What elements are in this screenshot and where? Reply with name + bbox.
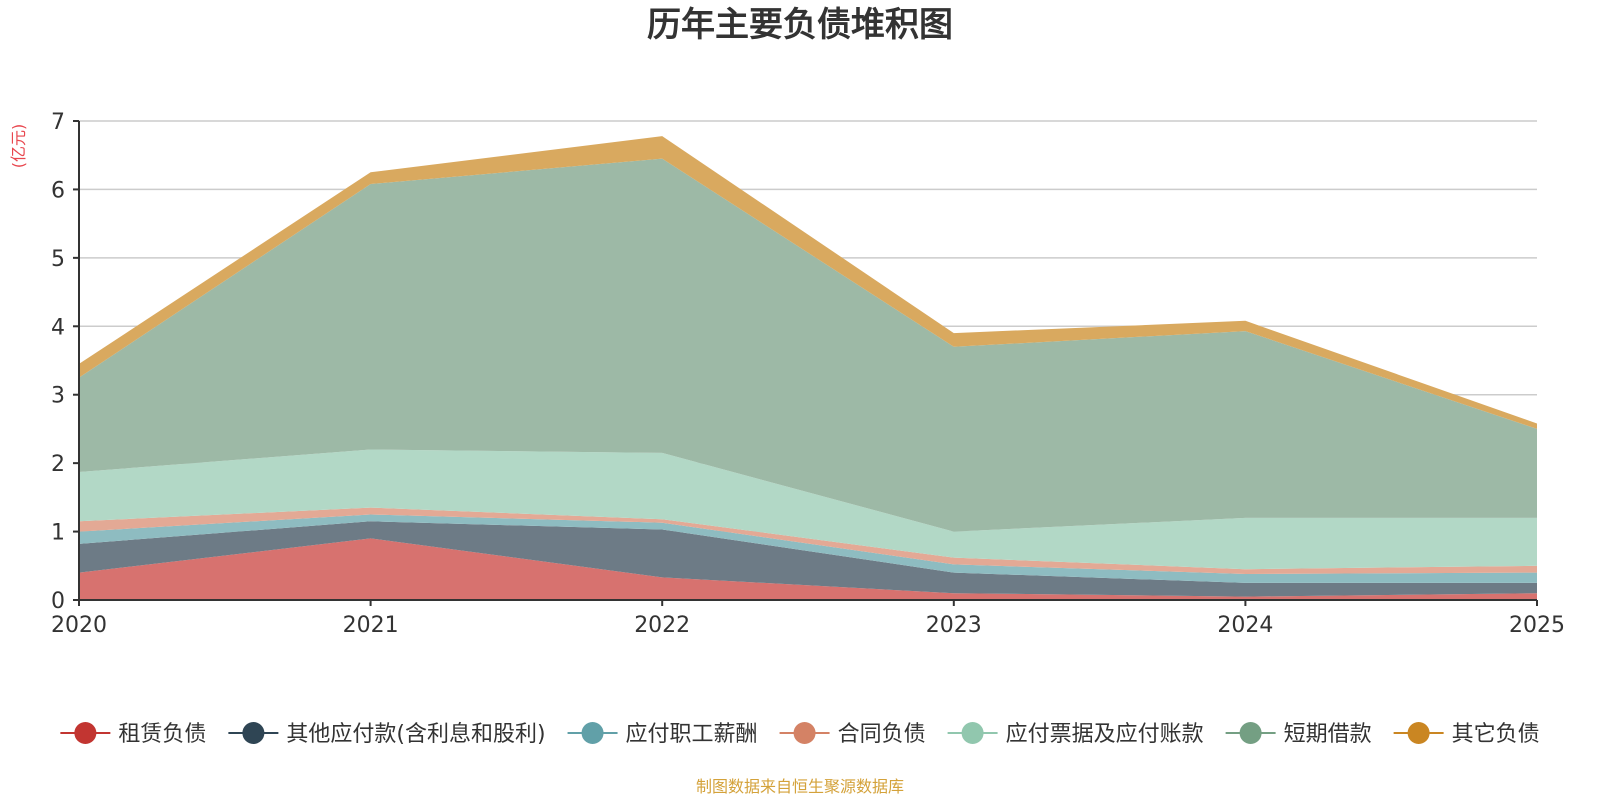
area-租赁负债: [79, 538, 1537, 600]
legend-item[interactable]: 应付票据及应付账款: [947, 722, 1204, 747]
y-tick-label: 5: [51, 247, 65, 272]
legend-item[interactable]: 租赁负债: [60, 722, 206, 747]
y-tick-label: 4: [51, 315, 65, 340]
legend-label: 其他应付款(含利息和股利): [286, 722, 545, 747]
y-tick-label: 6: [51, 178, 65, 203]
y-tick-label: 0: [51, 589, 65, 614]
legend-item[interactable]: 合同负债: [779, 722, 926, 747]
y-tick-label: 7: [51, 110, 65, 135]
legend-label: 短期借款: [1284, 722, 1372, 747]
legend-label: 租赁负债: [118, 722, 206, 747]
legend-item[interactable]: 其他应付款(含利息和股利): [228, 722, 546, 747]
x-tick-label: 2022: [634, 613, 690, 638]
legend-circle-marker: [1407, 722, 1430, 744]
area-series: [79, 136, 1537, 600]
area-其他应付款(含利息和股利): [79, 521, 1537, 597]
area-应付职工薪酬: [79, 514, 1537, 583]
x-tick-label: 2025: [1509, 613, 1565, 638]
legend-circle-marker: [581, 722, 604, 744]
y-tick-label: 2: [51, 452, 65, 477]
legend-label: 应付票据及应付账款: [1006, 722, 1204, 747]
legend-item[interactable]: 短期借款: [1225, 722, 1372, 747]
legend-label: 应付职工薪酬: [626, 722, 758, 747]
legend-circle-marker: [793, 722, 816, 744]
area-短期借款: [79, 158, 1537, 532]
axes: 0 1 2 3 4 5 6 7 2020 2021 2022 2023 2024 2025: [51, 110, 1565, 638]
y-tick-label: 1: [51, 521, 65, 546]
chart-title: 历年主要负债堆积图: [647, 5, 953, 45]
x-tick-label: 2020: [51, 613, 107, 638]
y-tick-label: 3: [51, 384, 65, 409]
x-tick-label: 2021: [343, 613, 399, 638]
area-应付票据及应付账款: [79, 449, 1537, 570]
x-tick-label: 2023: [926, 613, 982, 638]
legend-circle-marker: [1239, 722, 1262, 744]
legend-label: 合同负债: [838, 722, 926, 747]
legend: 租赁负债 其他应付款(含利息和股利) 应付职工薪酬 合同负债 应付票据及应付账款 短期借款…: [60, 722, 1540, 747]
x-tick-label: 2024: [1217, 613, 1273, 638]
area-合同负债: [79, 507, 1537, 574]
y-axis-unit-label: (亿元): [9, 124, 28, 169]
legend-item[interactable]: 应付职工薪酬: [567, 722, 758, 747]
legend-circle-marker: [74, 722, 97, 744]
legend-label: 其它负债: [1452, 722, 1540, 747]
legend-item[interactable]: 其它负债: [1393, 722, 1540, 747]
legend-circle-marker: [961, 722, 984, 744]
data-source-note: 制图数据来自恒生聚源数据库: [696, 777, 904, 796]
legend-circle-marker: [242, 722, 265, 744]
